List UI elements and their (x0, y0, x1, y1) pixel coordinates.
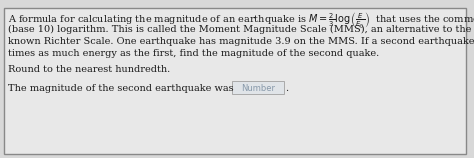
Text: The magnitude of the second earthquake was: The magnitude of the second earthquake w… (8, 84, 234, 93)
Text: times as much energy as the first, find the magnitude of the second quake.: times as much energy as the first, find … (8, 49, 379, 58)
FancyBboxPatch shape (232, 81, 284, 94)
Text: A formula for calculating the magnitude of an earthquake is $M = \frac{2}{3}\log: A formula for calculating the magnitude … (8, 10, 474, 30)
Text: known Richter Scale. One earthquake has magnitude 3.9 on the MMS. If a second ea: known Richter Scale. One earthquake has … (8, 37, 474, 46)
Text: Round to the nearest hundredth.: Round to the nearest hundredth. (8, 65, 170, 74)
Text: (base 10) logarithm. This is called the Moment Magnitude Scale (MMS), an alterna: (base 10) logarithm. This is called the … (8, 25, 474, 34)
Text: .: . (285, 84, 288, 93)
Text: Number: Number (241, 84, 275, 93)
FancyBboxPatch shape (4, 8, 466, 154)
